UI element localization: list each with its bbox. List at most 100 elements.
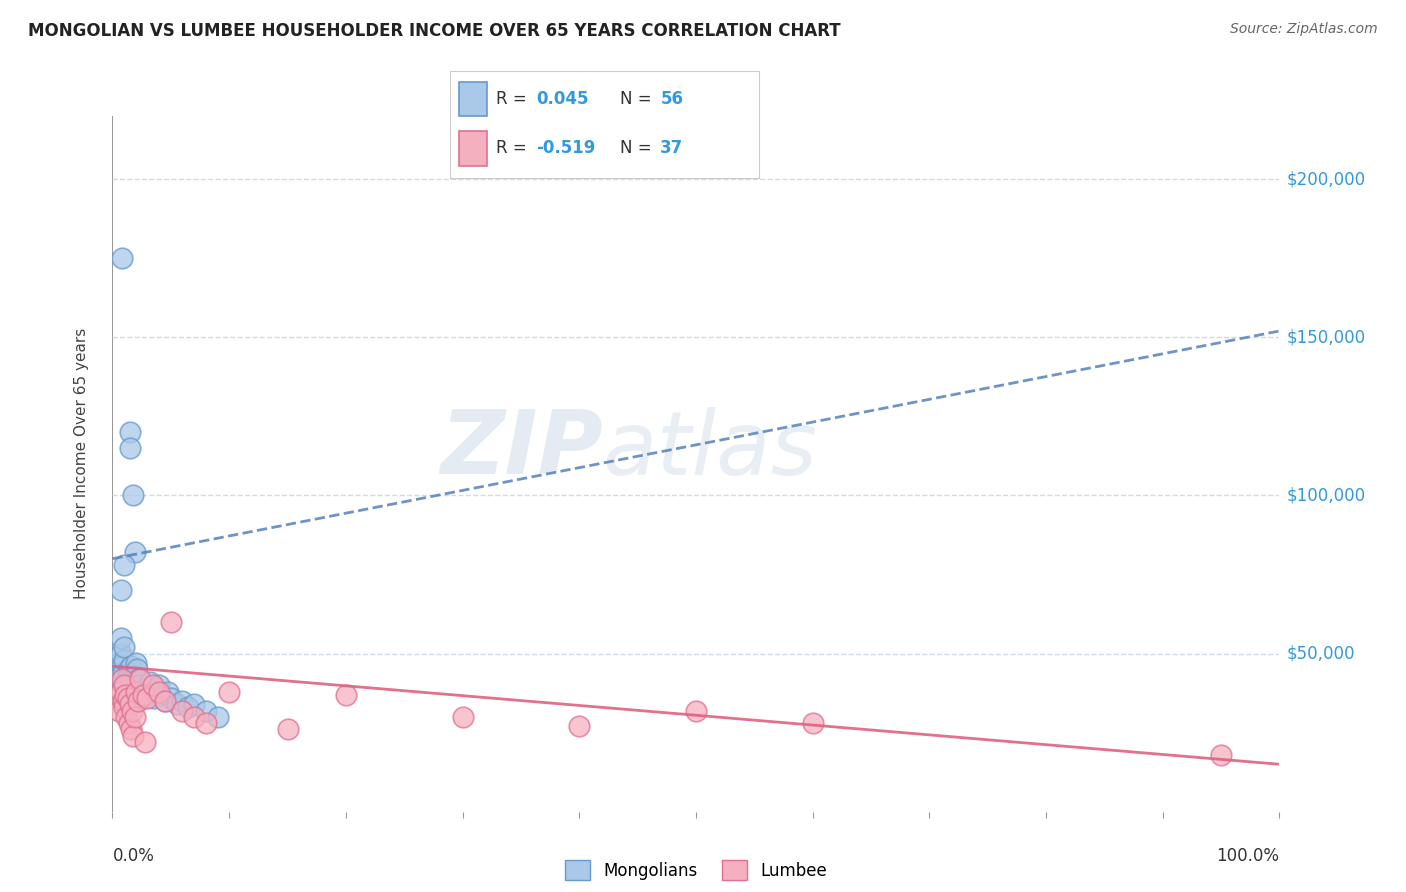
Point xyxy=(121,704,143,718)
Point xyxy=(134,735,156,749)
Point xyxy=(118,697,141,711)
Point xyxy=(118,425,141,440)
Point xyxy=(111,665,134,680)
Text: $50,000: $50,000 xyxy=(1286,645,1355,663)
Point xyxy=(160,690,183,705)
Point xyxy=(111,694,134,708)
Point xyxy=(207,710,229,724)
Point xyxy=(112,653,135,667)
Point xyxy=(141,684,163,698)
Point xyxy=(107,656,129,670)
Point xyxy=(143,690,166,705)
Text: 0.0%: 0.0% xyxy=(112,847,155,864)
Point xyxy=(111,672,134,686)
Text: Source: ZipAtlas.com: Source: ZipAtlas.com xyxy=(1230,22,1378,37)
Point xyxy=(112,558,135,572)
Point xyxy=(276,723,298,737)
Point xyxy=(108,669,131,683)
Point xyxy=(134,688,156,702)
Point xyxy=(117,690,139,705)
Text: 0.045: 0.045 xyxy=(537,90,589,108)
Point xyxy=(122,678,145,692)
Point xyxy=(177,700,200,714)
Point xyxy=(136,690,159,705)
Point xyxy=(115,710,138,724)
Text: 56: 56 xyxy=(661,90,683,108)
Legend: Mongolians, Lumbee: Mongolians, Lumbee xyxy=(558,854,834,887)
Text: R =: R = xyxy=(496,90,533,108)
Point xyxy=(121,684,143,698)
Point xyxy=(194,716,217,731)
Point xyxy=(172,694,194,708)
Text: $200,000: $200,000 xyxy=(1286,170,1365,188)
Point xyxy=(125,684,148,698)
Point xyxy=(117,700,139,714)
Point xyxy=(335,688,357,702)
Point xyxy=(111,672,134,686)
Point xyxy=(136,681,159,696)
Point xyxy=(110,583,132,598)
Text: N =: N = xyxy=(620,139,657,157)
FancyBboxPatch shape xyxy=(460,82,486,116)
Point xyxy=(148,678,170,692)
Point xyxy=(114,678,136,692)
Text: $150,000: $150,000 xyxy=(1286,328,1365,346)
Point xyxy=(801,716,824,731)
Text: atlas: atlas xyxy=(603,407,817,493)
Y-axis label: Householder Income Over 65 years: Householder Income Over 65 years xyxy=(75,328,89,599)
Point xyxy=(122,488,145,502)
Point xyxy=(148,684,170,698)
Point xyxy=(120,723,142,737)
Point xyxy=(112,640,135,655)
Text: MONGOLIAN VS LUMBEE HOUSEHOLDER INCOME OVER 65 YEARS CORRELATION CHART: MONGOLIAN VS LUMBEE HOUSEHOLDER INCOME O… xyxy=(28,22,841,40)
Point xyxy=(118,662,141,676)
Point xyxy=(166,697,188,711)
Text: R =: R = xyxy=(496,139,533,157)
Point xyxy=(139,675,162,690)
Point xyxy=(183,697,205,711)
Point xyxy=(160,615,183,629)
Point xyxy=(131,684,153,698)
Point xyxy=(118,441,141,455)
Point xyxy=(172,704,194,718)
Point xyxy=(118,716,141,731)
Point xyxy=(129,672,152,686)
Point xyxy=(112,690,135,705)
Point xyxy=(122,729,145,743)
Point xyxy=(685,704,707,718)
Point xyxy=(142,678,165,692)
Point xyxy=(112,700,135,714)
Text: N =: N = xyxy=(620,90,657,108)
Point xyxy=(127,672,149,686)
Point xyxy=(128,678,150,692)
Point xyxy=(120,659,142,673)
Point xyxy=(115,681,138,696)
Point xyxy=(115,675,138,690)
Point xyxy=(125,662,148,676)
Point xyxy=(117,669,139,683)
Point xyxy=(218,684,240,698)
Point xyxy=(157,684,180,698)
Point xyxy=(107,690,129,705)
Point xyxy=(183,710,205,724)
Point xyxy=(127,694,149,708)
Point xyxy=(194,704,217,718)
Point xyxy=(108,704,131,718)
Text: 37: 37 xyxy=(661,139,683,157)
Point xyxy=(110,647,132,661)
Point xyxy=(150,688,173,702)
Point xyxy=(121,690,143,705)
Point xyxy=(153,694,176,708)
Point xyxy=(124,545,146,559)
Text: $100,000: $100,000 xyxy=(1286,486,1365,505)
Point xyxy=(117,688,139,702)
Point xyxy=(118,665,141,680)
Point xyxy=(114,694,136,708)
Point xyxy=(110,631,132,645)
Point xyxy=(112,684,135,698)
Point xyxy=(132,688,155,702)
Text: 100.0%: 100.0% xyxy=(1216,847,1279,864)
Point xyxy=(451,710,474,724)
Text: ZIP: ZIP xyxy=(440,407,603,493)
Point xyxy=(111,252,134,266)
